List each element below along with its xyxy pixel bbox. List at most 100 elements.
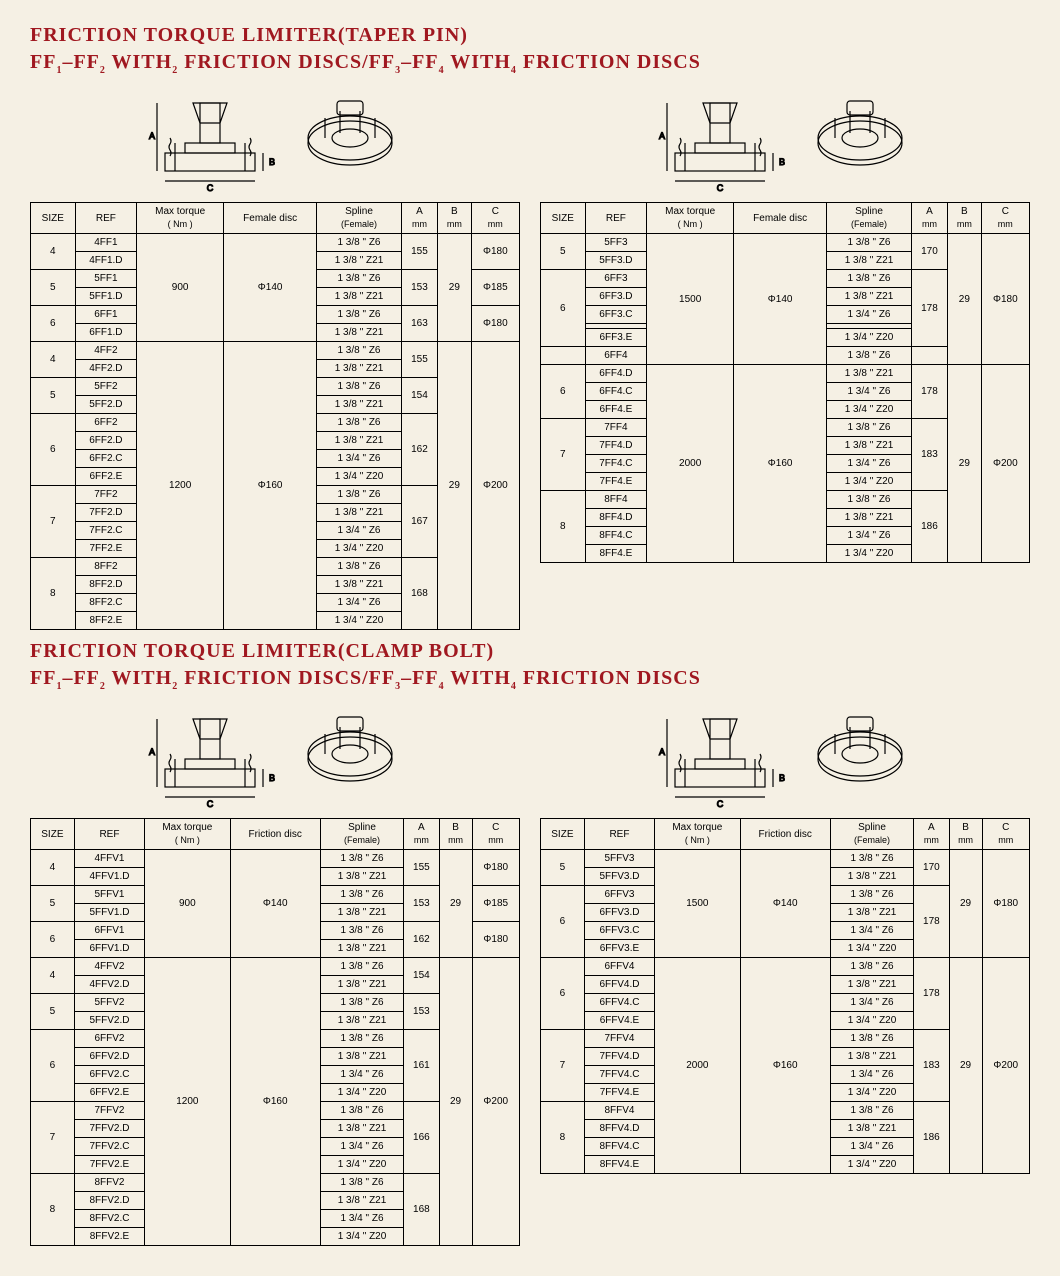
table-row: 66FF4.D2000Φ1601 3/8 " Z2117829Φ200 [541,365,1030,383]
cell-ref: 8FFV4 [584,1102,654,1120]
cell-spline: 1 3/8 " Z6 [830,958,913,976]
svg-text:A: A [659,131,665,141]
cell-size: 5 [31,886,75,922]
cell-spline: 1 3/4 " Z6 [827,527,912,545]
cell-spline: 1 3/8 " Z21 [320,1192,403,1210]
cell-spline: 1 3/8 " Z6 [827,347,912,365]
col-header: Spline(Female) [317,203,402,234]
cell-ref: 8FFV2.C [74,1210,144,1228]
col-header: SIZE [31,819,75,850]
cross-section-icon: C B A [655,83,785,193]
cell-ref: 5FF1 [75,270,137,288]
section2-right: C B A SIZEREFMax torque( Nm )Friction di… [540,694,1030,1246]
cell-spline: 1 3/4 " Z6 [320,1138,403,1156]
cell-ref: 6FFV2.D [74,1048,144,1066]
cell-spline: 1 3/8 " Z6 [827,234,912,252]
cell-ref: 8FFV4.C [584,1138,654,1156]
cell-c: Φ200 [981,365,1029,563]
table-row: 44FFV21200Φ1601 3/8 " Z615429Φ200 [31,958,520,976]
cell-c: Φ200 [471,342,519,630]
cell-spline: 1 3/8 " Z21 [317,432,402,450]
cell-ref: 7FF4.E [585,473,647,491]
cell-spline: 1 3/8 " Z21 [317,252,402,270]
svg-text:B: B [269,773,275,783]
cell-size: 7 [541,1030,585,1102]
table-row: 44FF21200Φ1601 3/8 " Z615529Φ200 [31,342,520,360]
cell-size: 4 [31,234,76,270]
cell-b: 29 [439,958,472,1246]
section1-title1: FRICTION TORQUE LIMITER(TAPER PIN) [30,24,1030,47]
cell-spline: 1 3/4 " Z20 [320,1156,403,1174]
cell-spline: 1 3/4 " Z6 [320,1210,403,1228]
cell-spline: 1 3/8 " Z6 [317,234,402,252]
col-header: REF [74,819,144,850]
cell-a: 153 [404,994,439,1030]
diagram-clamp-left: C B A [30,694,520,814]
cell-spline: 1 3/4 " Z6 [827,306,912,324]
cell-size: 6 [541,886,585,958]
cell-disc: Φ160 [740,958,830,1174]
cell-b: 29 [438,342,472,630]
cell-a: 168 [404,1174,439,1246]
cell-spline: 1 3/8 " Z6 [317,306,402,324]
cell-spline: 1 3/8 " Z21 [320,1120,403,1138]
cell-ref: 7FFV4.E [584,1084,654,1102]
cell-ref: 7FF2.D [75,504,137,522]
cell-c: Φ180 [472,922,519,958]
isometric-icon [295,83,405,193]
cell-c: Φ200 [472,958,519,1246]
svg-text:B: B [779,773,785,783]
cell-ref: 6FF3.D [585,288,647,306]
cell-disc: Φ140 [740,850,830,958]
cell-ref: 6FFV4.D [584,976,654,994]
cell-torque: 2000 [647,365,734,563]
cell-size: 8 [541,491,586,563]
cell-ref: 4FFV1 [74,850,144,868]
cell-ref: 8FF2.D [75,576,137,594]
cell-spline: 1 3/4 " Z6 [320,1066,403,1084]
cell-spline: 1 3/4 " Z20 [827,473,912,491]
cell-spline: 1 3/8 " Z21 [317,288,402,306]
cell-a: 186 [914,1102,949,1174]
cell-size: 5 [31,270,76,306]
cell-spline: 1 3/4 " Z20 [317,468,402,486]
table-row: 55FF31500Φ1401 3/8 " Z617029Φ180 [541,234,1030,252]
cell-spline: 1 3/8 " Z6 [830,1102,913,1120]
cell-spline: 1 3/8 " Z21 [320,976,403,994]
cell-size: 5 [541,850,585,886]
diagram-taper-left: C B A [30,78,520,198]
col-header: Female disc [224,203,317,234]
cell-spline: 1 3/8 " Z21 [320,1048,403,1066]
cell-torque: 1500 [647,234,734,365]
cell-a: 178 [911,365,947,419]
cell-ref: 6FFV3.E [584,940,654,958]
cell-ref: 7FFV4 [584,1030,654,1048]
cell-a: 155 [401,234,437,270]
cell-ref: 5FFV2.D [74,1012,144,1030]
cell-spline: 1 3/8 " Z21 [320,868,403,886]
cell-size: 6 [31,306,76,342]
cell-spline: 1 3/4 " Z6 [830,994,913,1012]
cell-ref: 7FFV2.D [74,1120,144,1138]
cell-spline: 1 3/8 " Z21 [317,324,402,342]
cell-spline: 1 3/4 " Z20 [830,1084,913,1102]
cell-ref: 7FFV2 [74,1102,144,1120]
cell-spline: 1 3/8 " Z6 [317,270,402,288]
cell-ref: 6FFV1 [74,922,144,940]
svg-text:C: C [207,799,214,809]
table-row: 44FF1900Φ1401 3/8 " Z615529Φ180 [31,234,520,252]
diagram-taper-right: C B A [540,78,1030,198]
cell-size: 6 [31,414,76,486]
cell-ref: 4FF2 [75,342,137,360]
cell-a: 183 [914,1030,949,1102]
cell-ref: 4FFV1.D [74,868,144,886]
cell-spline: 1 3/4 " Z6 [827,455,912,473]
cell-a: 154 [401,378,437,414]
cell-spline: 1 3/8 " Z6 [830,850,913,868]
cell-size: 7 [31,1102,75,1174]
cell-a: 186 [911,491,947,563]
cell-a: 178 [911,270,947,347]
cell-spline: 1 3/8 " Z6 [317,378,402,396]
cell-ref: 6FFV4.E [584,1012,654,1030]
cell-ref: 4FFV2.D [74,976,144,994]
